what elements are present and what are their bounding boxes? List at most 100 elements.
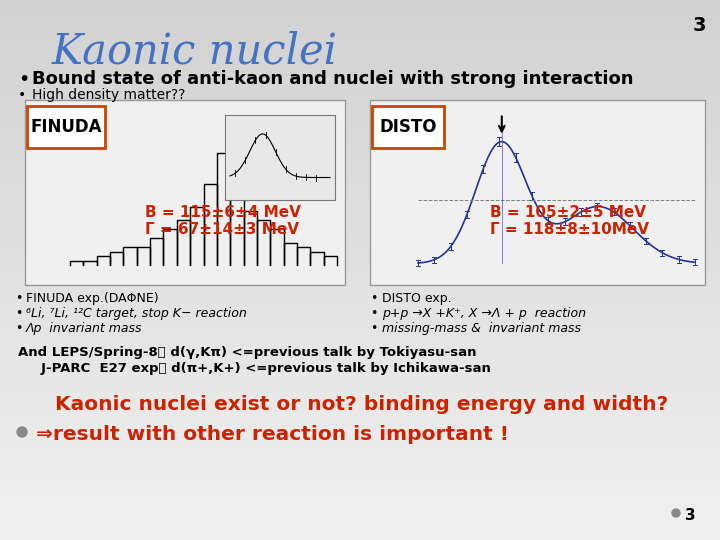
Text: •: •	[370, 307, 377, 320]
Bar	[0, 378, 720, 383]
Bar	[0, 427, 720, 432]
Bar	[0, 200, 720, 205]
Bar	[0, 319, 720, 324]
Bar	[0, 238, 720, 243]
Bar	[0, 194, 720, 200]
Bar	[0, 27, 720, 32]
Bar	[0, 211, 720, 216]
Text: missing-mass &  invariant mass: missing-mass & invariant mass	[382, 322, 581, 335]
Text: •: •	[15, 322, 22, 335]
Bar	[0, 502, 720, 508]
Bar	[0, 281, 720, 286]
Text: •: •	[370, 292, 377, 305]
Bar	[0, 146, 720, 151]
Bar	[0, 454, 720, 459]
Bar	[0, 11, 720, 16]
Bar	[0, 157, 720, 162]
Bar	[0, 373, 720, 378]
Bar	[0, 410, 720, 416]
Bar	[0, 130, 720, 135]
Bar	[0, 324, 720, 329]
Bar	[0, 216, 720, 221]
Bar	[0, 491, 720, 497]
Bar	[0, 151, 720, 157]
Text: Kaonic nuclei: Kaonic nuclei	[52, 30, 338, 72]
Bar	[0, 486, 720, 491]
Bar	[0, 221, 720, 227]
Bar	[0, 421, 720, 427]
Text: DISTO: DISTO	[379, 118, 437, 136]
Bar	[0, 227, 720, 232]
Bar	[0, 184, 720, 189]
Bar	[0, 432, 720, 437]
Bar	[0, 400, 720, 405]
Bar	[0, 76, 720, 81]
Bar	[0, 394, 720, 400]
Bar	[0, 97, 720, 103]
Bar	[0, 108, 720, 113]
Bar	[0, 405, 720, 410]
Bar	[0, 65, 720, 70]
Bar	[0, 173, 720, 178]
Bar	[0, 205, 720, 211]
Bar	[0, 313, 720, 319]
Text: ⇒result with other reaction is important !: ⇒result with other reaction is important…	[36, 425, 509, 444]
Text: ⁶Li, ⁷Li, ¹²C target, stop K− reaction: ⁶Li, ⁷Li, ¹²C target, stop K− reaction	[26, 307, 247, 320]
Bar	[0, 335, 720, 340]
Text: Γ = 67±14±3 MeV: Γ = 67±14±3 MeV	[145, 222, 299, 237]
Text: DISTO exp.: DISTO exp.	[382, 292, 451, 305]
Bar	[0, 49, 720, 54]
Bar	[0, 329, 720, 335]
Bar	[0, 81, 720, 86]
Text: FINUDA: FINUDA	[30, 118, 102, 136]
Text: 3: 3	[685, 508, 696, 523]
Bar	[0, 243, 720, 248]
Bar	[0, 535, 720, 540]
Bar	[0, 508, 720, 513]
Bar	[0, 416, 720, 421]
Text: J-PARC  E27 exp（ d(π+,K+) <=previous talk by Ichikawa-san: J-PARC E27 exp（ d(π+,K+) <=previous talk…	[18, 362, 491, 375]
Bar	[0, 464, 720, 470]
Text: •: •	[15, 292, 22, 305]
Bar	[0, 259, 720, 265]
Text: B = 105±2±5 MeV: B = 105±2±5 MeV	[490, 205, 646, 220]
Bar	[0, 59, 720, 65]
Text: Kaonic nuclei exist or not? binding energy and width?: Kaonic nuclei exist or not? binding ener…	[55, 395, 668, 414]
Text: p+p →X +K⁺, X →Λ + p  reaction: p+p →X +K⁺, X →Λ + p reaction	[382, 307, 586, 320]
Bar	[0, 248, 720, 254]
Bar	[0, 189, 720, 194]
Bar	[0, 167, 720, 173]
Bar	[0, 124, 720, 130]
Text: Bound state of anti-kaon and nuclei with strong interaction: Bound state of anti-kaon and nuclei with…	[32, 70, 634, 88]
Text: FINUDA exp.(DAΦNE): FINUDA exp.(DAΦNE)	[26, 292, 158, 305]
Bar	[0, 292, 720, 297]
Bar	[0, 92, 720, 97]
Bar	[0, 459, 720, 464]
FancyBboxPatch shape	[372, 106, 444, 148]
Bar	[0, 524, 720, 529]
Bar	[0, 135, 720, 140]
Circle shape	[17, 427, 27, 437]
Bar	[370, 100, 705, 285]
Bar	[0, 162, 720, 167]
Bar	[0, 275, 720, 281]
Bar	[0, 481, 720, 486]
Bar	[0, 437, 720, 443]
Bar	[0, 448, 720, 454]
Bar	[0, 5, 720, 11]
Text: 3: 3	[693, 16, 706, 35]
Bar	[0, 16, 720, 22]
Bar	[0, 383, 720, 389]
Text: Γ = 118±8±10MeV: Γ = 118±8±10MeV	[490, 222, 649, 237]
Text: B = 115±6±4 MeV: B = 115±6±4 MeV	[145, 205, 301, 220]
Bar	[0, 140, 720, 146]
Bar	[0, 529, 720, 535]
Text: •: •	[370, 322, 377, 335]
Bar	[0, 178, 720, 184]
Bar	[0, 22, 720, 27]
Bar	[0, 0, 720, 5]
Bar	[0, 54, 720, 59]
Bar	[0, 340, 720, 346]
Bar	[0, 443, 720, 448]
Bar	[0, 518, 720, 524]
